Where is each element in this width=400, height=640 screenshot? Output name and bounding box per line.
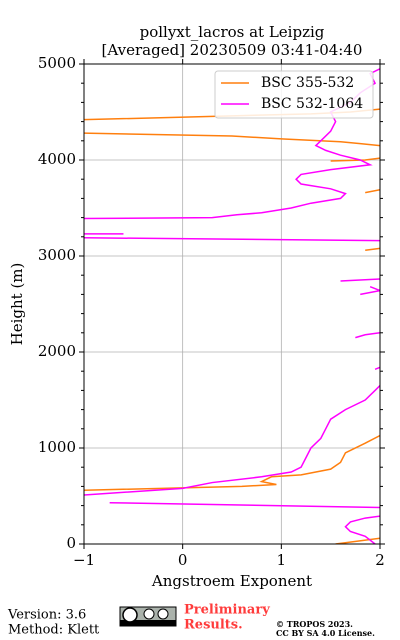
legend-label: BSC 532-1064	[261, 96, 363, 112]
data-line	[84, 68, 380, 544]
chart-title: pollyxt_lacros at Leipzig	[140, 23, 325, 41]
y-axis-label: Height (m)	[8, 263, 26, 346]
x-tick-label: −1	[73, 551, 95, 569]
x-axis-label: Angstroem Exponent	[151, 572, 312, 590]
x-tick-label: 1	[277, 551, 287, 569]
y-tick-label: 1000	[38, 438, 76, 456]
legend-label: BSC 355-532	[261, 75, 354, 91]
y-tick-label: 4000	[38, 150, 76, 168]
y-tick-label: 5000	[38, 54, 76, 72]
x-tick-label: 0	[178, 551, 188, 569]
method-text: Method: Klett	[8, 623, 100, 638]
plot-frame	[83, 63, 381, 545]
copyright-text: © TROPOS 2023.	[276, 619, 353, 629]
legend-box	[214, 70, 374, 119]
cc-logo	[119, 606, 177, 627]
preliminary-text: Results.	[184, 618, 243, 633]
y-tick-label: 3000	[38, 246, 76, 264]
y-tick-label: 2000	[38, 342, 76, 360]
copyright-text: CC BY SA 4.0 License.	[276, 628, 375, 638]
chart-subtitle: [Averaged] 20230509 03:41-04:40	[102, 41, 363, 59]
version-text: Version: 3.6	[7, 608, 86, 623]
preliminary-text: Preliminary	[184, 603, 270, 618]
data-line	[84, 108, 380, 544]
y-tick-label: 0	[66, 534, 76, 552]
x-tick-label: 2	[375, 551, 385, 569]
